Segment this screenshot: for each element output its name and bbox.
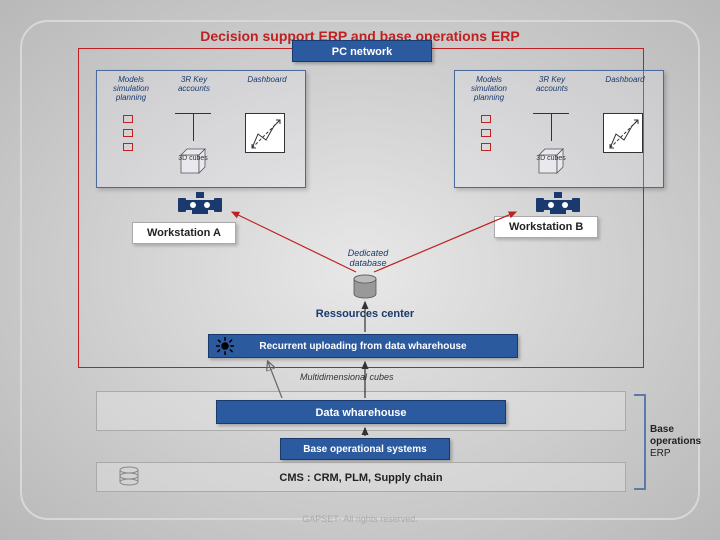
col-dashboard-label: Dashboard [595, 75, 655, 84]
recurrent-uploading-box: Recurrent uploading from data wharehouse [208, 334, 518, 358]
dedicated-database-label: Dedicated database [328, 248, 408, 268]
dashboard-icon [603, 113, 643, 153]
dashboard-icon [245, 113, 285, 153]
col-dashboard-label: Dashboard [237, 75, 297, 84]
model-block-icon [481, 143, 491, 151]
t-stem-icon [551, 113, 552, 141]
cms-box: CMS : CRM, PLM, Supply chain [96, 462, 626, 492]
model-block-icon [123, 129, 133, 137]
footer-copyright: GAPSET- All rights reserved. [0, 514, 720, 524]
workstation-a-panel: Models simulation planning 3R Key accoun… [96, 70, 306, 188]
workstation-b-panel: Models simulation planning 3R Key accoun… [454, 70, 664, 188]
resources-center-label: Ressources center [300, 308, 430, 320]
workstation-icon [178, 192, 222, 216]
col-models-label: Models simulation planning [103, 75, 159, 103]
data-warehouse-box: Data wharehouse [216, 400, 506, 424]
base-erp-line1: Base operations [650, 424, 701, 447]
cube-label: 3D cubes [177, 155, 209, 162]
model-block-icon [123, 115, 133, 123]
base-erp-line2: ERP [650, 448, 671, 459]
multidim-cubes-label: Multidimensional cubes [300, 372, 394, 382]
model-block-icon [481, 129, 491, 137]
col-3r-label: 3R Key accounts [167, 75, 221, 93]
base-operations-erp-label: Base operations ERP [650, 424, 708, 460]
workstation-a-label: Workstation A [132, 222, 236, 244]
disk-stack-icon [118, 466, 140, 488]
bracket-icon [634, 394, 646, 490]
pc-network-box: PC network [292, 40, 432, 62]
col-models-label: Models simulation planning [461, 75, 517, 103]
database-icon [352, 274, 378, 300]
workstation-icon [536, 192, 580, 216]
t-stem-icon [193, 113, 194, 141]
cube-label: 3D cubes [535, 155, 567, 162]
workstation-b-label: Workstation B [494, 216, 598, 238]
base-operational-systems-box: Base operational systems [280, 438, 450, 460]
model-block-icon [123, 143, 133, 151]
gear-icon [216, 337, 234, 355]
model-block-icon [481, 115, 491, 123]
col-3r-label: 3R Key accounts [525, 75, 579, 93]
